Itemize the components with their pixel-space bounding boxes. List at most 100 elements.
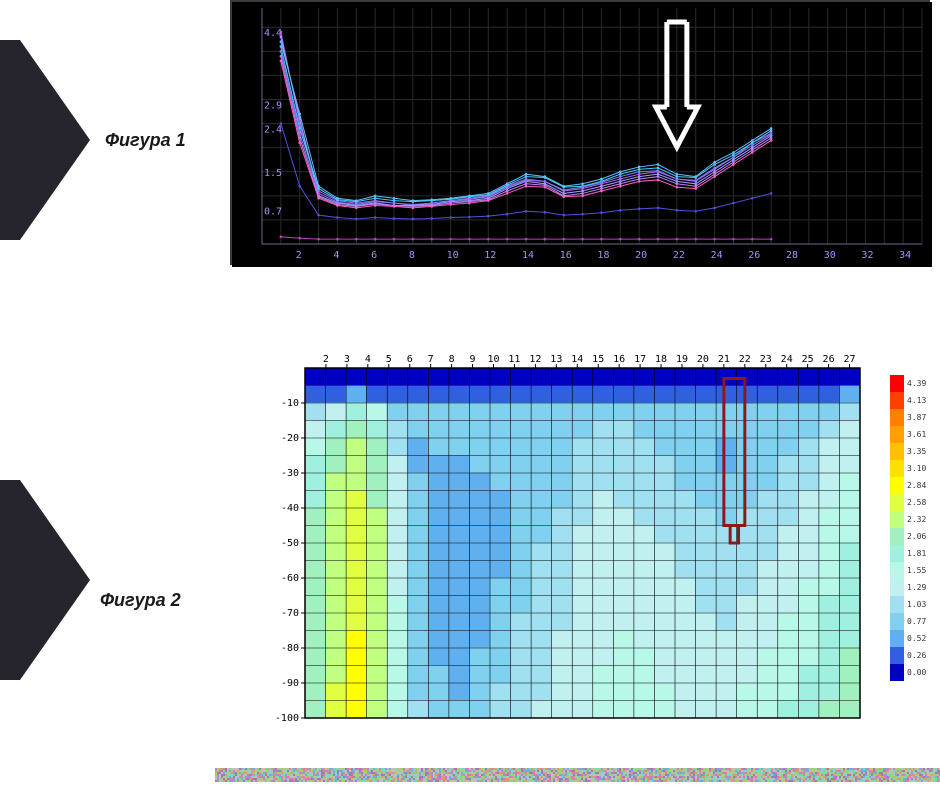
svg-text:20: 20 xyxy=(697,354,709,365)
svg-text:22: 22 xyxy=(673,250,685,261)
svg-text:-80: -80 xyxy=(281,643,299,654)
legend-value: 1.55 xyxy=(904,566,926,575)
legend-swatch xyxy=(890,511,904,528)
figure1-chart: 0.71.52.42.94.42468101214161820222426283… xyxy=(230,0,930,265)
svg-text:34: 34 xyxy=(899,250,911,261)
svg-text:7: 7 xyxy=(428,354,434,365)
svg-text:16: 16 xyxy=(613,354,625,365)
legend-swatch xyxy=(890,647,904,664)
legend-value: 4.39 xyxy=(904,379,926,388)
legend-value: 2.32 xyxy=(904,515,926,524)
legend-row: 1.03 xyxy=(890,596,930,613)
svg-text:-100: -100 xyxy=(275,713,299,724)
svg-text:-60: -60 xyxy=(281,573,299,584)
svg-text:15: 15 xyxy=(592,354,604,365)
svg-text:5: 5 xyxy=(386,354,392,365)
svg-text:-40: -40 xyxy=(281,503,299,514)
legend-row: 0.26 xyxy=(890,647,930,664)
svg-text:21: 21 xyxy=(718,354,730,365)
svg-text:24: 24 xyxy=(711,250,723,261)
svg-text:20: 20 xyxy=(635,250,647,261)
legend-swatch xyxy=(890,409,904,426)
chevron-2 xyxy=(0,480,90,680)
svg-text:2: 2 xyxy=(296,250,302,261)
legend-row: 0.00 xyxy=(890,664,930,681)
svg-text:-50: -50 xyxy=(281,538,299,549)
svg-text:4: 4 xyxy=(365,354,371,365)
legend-swatch xyxy=(890,392,904,409)
legend-swatch xyxy=(890,528,904,545)
legend-swatch xyxy=(890,613,904,630)
legend-swatch xyxy=(890,443,904,460)
legend-value: 1.81 xyxy=(904,549,926,558)
legend-swatch xyxy=(890,494,904,511)
legend-swatch xyxy=(890,664,904,681)
svg-text:9: 9 xyxy=(470,354,476,365)
legend-row: 4.13 xyxy=(890,392,930,409)
legend-value: 3.87 xyxy=(904,413,926,422)
legend-value: 3.61 xyxy=(904,430,926,439)
legend-value: 2.06 xyxy=(904,532,926,541)
svg-text:2: 2 xyxy=(323,354,329,365)
legend-value: 2.84 xyxy=(904,481,926,490)
legend-value: 0.00 xyxy=(904,668,926,677)
svg-text:-90: -90 xyxy=(281,678,299,689)
legend-swatch xyxy=(890,375,904,392)
svg-text:3: 3 xyxy=(344,354,350,365)
legend-value: 1.29 xyxy=(904,583,926,592)
figure2-chart: 2345678910111213141516171819202122232425… xyxy=(255,350,875,730)
svg-text:6: 6 xyxy=(407,354,413,365)
svg-text:12: 12 xyxy=(529,354,541,365)
legend-row: 1.81 xyxy=(890,545,930,562)
svg-text:2.9: 2.9 xyxy=(264,100,282,111)
svg-text:12: 12 xyxy=(484,250,496,261)
figure2-label: Фигура 2 xyxy=(100,590,181,611)
svg-text:30: 30 xyxy=(824,250,836,261)
legend-swatch xyxy=(890,545,904,562)
legend-swatch xyxy=(890,426,904,443)
legend-row: 3.61 xyxy=(890,426,930,443)
figure2-legend: 4.39 4.13 3.87 3.61 3.35 3.10 2.84 2.58 2.32 2.06… xyxy=(890,375,930,681)
legend-swatch xyxy=(890,460,904,477)
svg-text:8: 8 xyxy=(409,250,415,261)
legend-row: 3.10 xyxy=(890,460,930,477)
legend-row: 0.52 xyxy=(890,630,930,647)
legend-row: 1.29 xyxy=(890,579,930,596)
legend-row: 1.55 xyxy=(890,562,930,579)
legend-row: 3.87 xyxy=(890,409,930,426)
legend-row: 4.39 xyxy=(890,375,930,392)
svg-text:-70: -70 xyxy=(281,608,299,619)
legend-row: 3.35 xyxy=(890,443,930,460)
svg-text:1.5: 1.5 xyxy=(264,168,282,179)
legend-value: 3.35 xyxy=(904,447,926,456)
svg-text:11: 11 xyxy=(508,354,520,365)
svg-text:10: 10 xyxy=(487,354,499,365)
svg-text:-20: -20 xyxy=(281,433,299,444)
svg-text:22: 22 xyxy=(739,354,751,365)
svg-text:10: 10 xyxy=(447,250,459,261)
legend-value: 0.26 xyxy=(904,651,926,660)
legend-row: 2.32 xyxy=(890,511,930,528)
svg-text:-10: -10 xyxy=(281,398,299,409)
legend-value: 3.10 xyxy=(904,464,926,473)
svg-text:16: 16 xyxy=(560,250,572,261)
svg-text:14: 14 xyxy=(522,250,534,261)
svg-text:4.4: 4.4 xyxy=(264,28,282,39)
legend-row: 2.84 xyxy=(890,477,930,494)
legend-swatch xyxy=(890,596,904,613)
svg-text:28: 28 xyxy=(786,250,798,261)
chevron-1 xyxy=(0,40,90,240)
figure1-label: Фигура 1 xyxy=(105,130,186,151)
svg-text:-30: -30 xyxy=(281,468,299,479)
svg-text:6: 6 xyxy=(371,250,377,261)
svg-text:2.4: 2.4 xyxy=(264,124,282,135)
svg-text:32: 32 xyxy=(861,250,873,261)
svg-text:27: 27 xyxy=(844,354,856,365)
svg-text:8: 8 xyxy=(449,354,455,365)
legend-row: 2.58 xyxy=(890,494,930,511)
legend-value: 4.13 xyxy=(904,396,926,405)
svg-text:26: 26 xyxy=(748,250,760,261)
svg-text:13: 13 xyxy=(550,354,562,365)
svg-text:14: 14 xyxy=(571,354,583,365)
svg-text:23: 23 xyxy=(760,354,772,365)
